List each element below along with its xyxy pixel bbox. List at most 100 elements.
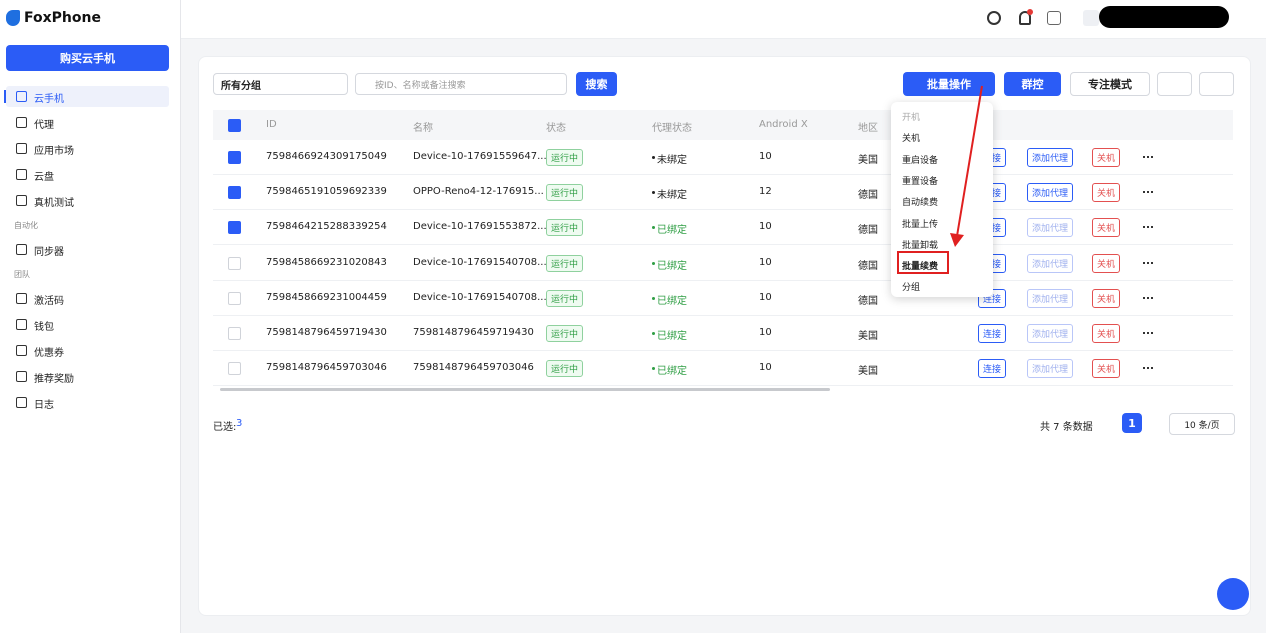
menu-icon xyxy=(16,244,27,255)
refresh-button[interactable] xyxy=(1199,72,1234,96)
add-proxy-button[interactable]: 添加代理 xyxy=(1027,148,1074,167)
row-checkbox[interactable] xyxy=(228,362,241,376)
menu-icon xyxy=(16,319,27,330)
proxy-dot xyxy=(652,191,655,195)
dropdown-item[interactable]: 批量卸载 xyxy=(902,240,939,251)
headset-icon[interactable] xyxy=(987,11,1001,25)
menu-icon xyxy=(16,169,27,180)
more-button[interactable] xyxy=(1143,367,1153,371)
menu-item[interactable]: 应用市场 xyxy=(34,146,74,157)
shutdown-button[interactable]: 关机 xyxy=(1092,359,1121,379)
sidebar: FoxPhone 购买云手机 云手机 代理 应用市场 云盘 真机测试 自动化 同步器 团队 激活码钱… xyxy=(0,0,181,633)
buy-button[interactable]: 购买云手机 xyxy=(6,45,169,71)
more-button[interactable] xyxy=(1143,296,1153,301)
status-tag: 运行中 xyxy=(546,149,584,166)
shutdown-button[interactable]: 关机 xyxy=(1092,183,1121,203)
add-proxy-button[interactable]: 添加代理 xyxy=(1027,253,1074,273)
proxy-status: 已绑定 xyxy=(657,225,687,237)
row-checkbox[interactable] xyxy=(228,151,241,164)
shutdown-button[interactable]: 关机 xyxy=(1092,218,1121,238)
avatar[interactable] xyxy=(1083,10,1099,26)
menu-item[interactable]: 激活码 xyxy=(34,296,64,307)
scrollbar xyxy=(220,388,830,391)
menu-item[interactable]: 代理 xyxy=(34,120,54,131)
bell-icon[interactable] xyxy=(1019,11,1031,25)
header-checkbox[interactable] xyxy=(228,119,241,132)
search-button[interactable]: 搜索 xyxy=(576,72,617,96)
more-button[interactable] xyxy=(1143,226,1153,230)
region: 美国 xyxy=(858,331,878,342)
menu-item[interactable]: 日志 xyxy=(34,400,54,411)
active-bar xyxy=(4,90,6,103)
highlight-box xyxy=(897,251,949,274)
menu-icon xyxy=(16,293,27,304)
more-button[interactable] xyxy=(1143,332,1153,336)
menu-item[interactable]: 真机测试 xyxy=(34,198,74,209)
connect-button[interactable]: 连接 xyxy=(978,324,1007,343)
page-size-select[interactable]: 10 条/页 xyxy=(1169,413,1235,435)
selected-label: 已选: xyxy=(213,422,237,433)
shutdown-button[interactable]: 关机 xyxy=(1092,288,1121,308)
dropdown-item[interactable]: 关机 xyxy=(902,134,921,145)
dropdown-item[interactable]: 重置设备 xyxy=(902,176,939,187)
more-button[interactable] xyxy=(1143,156,1153,160)
section-title: 团队 xyxy=(14,270,30,279)
connect-button[interactable]: 连接 xyxy=(978,359,1007,379)
status-tag: 运行中 xyxy=(546,325,584,342)
menu-item[interactable]: 同步器 xyxy=(34,247,64,258)
focus-mode-button[interactable]: 专注模式 xyxy=(1070,72,1150,96)
menu-icon xyxy=(16,195,27,206)
add-proxy-button[interactable]: 添加代理 xyxy=(1027,324,1074,343)
menu-icon xyxy=(16,345,27,356)
menu-item[interactable]: 推荐奖励 xyxy=(34,374,74,385)
dropdown-item[interactable]: 自动续费 xyxy=(902,198,939,209)
menu-item[interactable]: 云手机 xyxy=(34,94,64,105)
proxy-dot xyxy=(652,332,655,335)
more-button[interactable] xyxy=(1143,191,1153,195)
dropdown-item[interactable]: 重启设备 xyxy=(902,155,939,166)
row-checkbox[interactable] xyxy=(228,221,241,235)
menu-icon xyxy=(16,91,27,102)
shutdown-button[interactable]: 关机 xyxy=(1092,324,1121,343)
shutdown-button[interactable]: 关机 xyxy=(1092,148,1121,167)
add-proxy-button[interactable]: 添加代理 xyxy=(1027,359,1074,379)
more-button[interactable] xyxy=(1143,261,1153,266)
row-divider xyxy=(213,385,1233,387)
status-tag: 运行中 xyxy=(546,289,584,307)
shutdown-button[interactable]: 关机 xyxy=(1092,253,1121,273)
search-input[interactable] xyxy=(355,73,567,95)
row-checkbox[interactable] xyxy=(228,327,241,340)
proxy-status: 未绑定 xyxy=(657,190,687,202)
dropdown-item[interactable]: 批量续费 xyxy=(902,262,939,273)
selected-count: 3 xyxy=(236,418,243,429)
proxy-status: 已绑定 xyxy=(657,260,687,272)
language-icon[interactable] xyxy=(1047,11,1061,25)
device-name: OPPO-Reno4-12-176915... xyxy=(413,186,544,198)
group-control-button[interactable]: 群控 xyxy=(1004,72,1061,96)
region: 德国 xyxy=(858,225,878,237)
menu-item[interactable]: 优惠券 xyxy=(34,348,64,359)
page-button[interactable]: 1 xyxy=(1122,413,1142,433)
add-proxy-button[interactable]: 添加代理 xyxy=(1027,218,1074,238)
row-checkbox[interactable] xyxy=(228,256,241,270)
menu-item[interactable]: 钱包 xyxy=(34,322,54,333)
batch-button[interactable]: 批量操作 xyxy=(903,72,995,96)
batch-dropdown: 开机 关机 重启设备 重置设备 自动续费 批量上传 批量卸载 批量续费 分组 xyxy=(891,102,993,297)
settings-button[interactable] xyxy=(1157,72,1192,96)
column-header: ID xyxy=(266,119,277,130)
column-header: 名称 xyxy=(413,123,433,134)
dropdown-item[interactable]: 分组 xyxy=(902,283,921,294)
add-proxy-button[interactable]: 添加代理 xyxy=(1027,183,1074,203)
row-checkbox[interactable] xyxy=(228,186,241,200)
status-tag: 运行中 xyxy=(546,219,584,237)
row-checkbox[interactable] xyxy=(228,291,241,305)
menu-icon xyxy=(16,143,27,154)
group-select[interactable]: 所有分组 xyxy=(213,73,348,95)
add-proxy-button[interactable]: 添加代理 xyxy=(1027,288,1074,308)
chat-button[interactable] xyxy=(1217,578,1249,610)
column-header: 状态 xyxy=(546,123,566,134)
dropdown-item[interactable]: 批量上传 xyxy=(902,219,939,230)
menu-item[interactable]: 云盘 xyxy=(34,172,54,183)
arrow-head xyxy=(950,233,964,247)
